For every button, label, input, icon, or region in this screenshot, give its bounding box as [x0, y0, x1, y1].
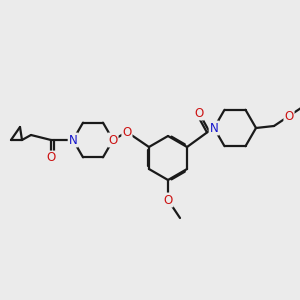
Text: O: O [122, 125, 132, 139]
Text: O: O [164, 194, 172, 206]
Text: O: O [284, 110, 294, 122]
Text: N: N [69, 134, 77, 146]
Text: N: N [210, 122, 218, 134]
Text: O: O [108, 134, 118, 146]
Text: O: O [194, 106, 204, 119]
Text: O: O [46, 152, 56, 164]
